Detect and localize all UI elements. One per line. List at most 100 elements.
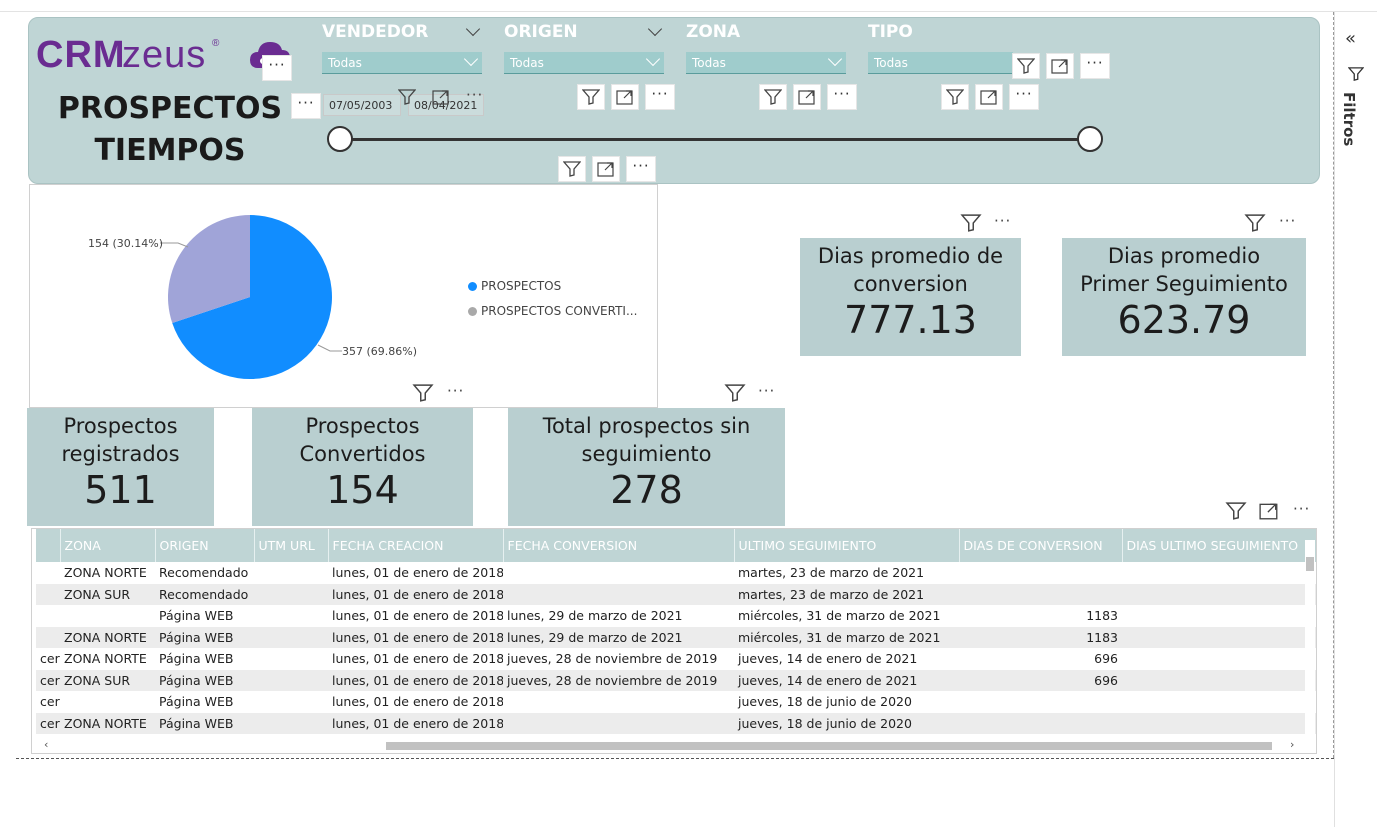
slicer-vendedor-dropdown[interactable]: Todas	[322, 51, 482, 74]
focus-mode-icon	[616, 90, 633, 105]
pie-filter-button[interactable]	[412, 384, 434, 406]
slicer-origen[interactable]: ORIGEN Todas	[504, 21, 664, 74]
table-cell	[60, 605, 155, 627]
table-cell: lunes, 01 de enero de 2018	[332, 651, 503, 667]
focus-mode-button[interactable]	[975, 84, 1003, 110]
table-cell: lunes, 01 de enero de 2018	[332, 694, 503, 710]
double-chevron-left-icon[interactable]: «	[1345, 28, 1357, 49]
svg-text:CRM: CRM	[36, 34, 126, 76]
filter-button[interactable]	[1012, 53, 1040, 79]
card-filter-button[interactable]	[960, 214, 982, 236]
column-header[interactable]: FECHA CREACION	[328, 529, 504, 562]
column-header[interactable]: FECHA CONVERSION	[503, 529, 735, 562]
card-filter-button[interactable]	[724, 384, 746, 406]
card-more-options-button[interactable]: ···	[758, 382, 776, 400]
vertical-scroll-thumb[interactable]	[1306, 557, 1314, 571]
focus-mode-button[interactable]	[1046, 53, 1074, 79]
table-cell: 118	[1122, 605, 1316, 627]
table-cell: Página WEB	[159, 608, 234, 624]
table-focus-button[interactable]	[1259, 502, 1279, 524]
title-more-options-button[interactable]: ···	[291, 93, 321, 119]
more-options-button[interactable]: ···	[1009, 84, 1039, 110]
table-cell	[254, 562, 328, 584]
table-row[interactable]: cer ZONA SUR Página WEB lunes, 01 de enero …	[36, 669, 1316, 691]
slicer-vendedor-label: VENDEDOR	[322, 21, 482, 42]
table-cell: lunes, 29 de marzo de 2021	[503, 626, 734, 648]
card-filter-button[interactable]	[1244, 214, 1266, 236]
legend-item-prospectos[interactable]: PROSPECTOS	[468, 279, 561, 293]
table-filter-button[interactable]	[1225, 502, 1247, 524]
slicer-origen-dropdown[interactable]: Todas	[504, 51, 664, 74]
table-cell: lunes, 29 de marzo de 2021	[507, 608, 683, 624]
report-title: PROSPECTOS TIEMPOS	[50, 88, 290, 172]
more-options-button[interactable]: ···	[626, 156, 656, 182]
table-cell	[959, 562, 1122, 584]
scroll-left-arrow-icon[interactable]: ‹	[44, 738, 49, 751]
filter-button[interactable]	[941, 84, 969, 110]
column-header[interactable]: DIAS DE CONVERSION	[959, 529, 1123, 562]
table-cell: lunes, 01 de enero de 2018	[328, 626, 503, 648]
slicer-vendedor[interactable]: VENDEDOR Todas	[322, 21, 482, 74]
table-cell: 89	[1122, 712, 1316, 734]
table-cell: Página WEB	[159, 694, 234, 710]
vertical-scrollbar[interactable]	[1305, 540, 1315, 736]
filters-pane-label[interactable]: Filtros	[1340, 92, 1358, 147]
pie-slice-prospectos[interactable]	[172, 215, 332, 379]
date-end-input[interactable]: 08/04/2021	[408, 94, 484, 116]
data-table-visual[interactable]: ZONA ORIGEN UTM URL FECHA CREACION FECHA CON…	[31, 528, 1317, 754]
table-cell	[503, 562, 734, 584]
column-header[interactable]	[36, 529, 61, 562]
pie-more-options-button[interactable]: ···	[447, 382, 465, 400]
column-header[interactable]: ZONA	[60, 529, 156, 562]
table-cell: ZONA NORTE	[64, 651, 147, 667]
pie-leader-line	[160, 242, 189, 248]
horizontal-scroll-thumb[interactable]	[386, 742, 1272, 750]
table-row[interactable]: cer Página WEB lunes, 01 de enero de 2018 j…	[36, 691, 1316, 713]
filter-icon	[1225, 502, 1247, 520]
logo-more-options-button[interactable]: ···	[262, 55, 292, 81]
table-row[interactable]: ZONA SUR Recomendado lunes, 01 de enero de…	[36, 583, 1316, 605]
table-cell: cer	[40, 694, 60, 710]
card-value: 278	[610, 468, 683, 512]
column-header[interactable]: DIAS ULTIMO SEGUIMIENTO	[1122, 529, 1316, 562]
column-header[interactable]: ULTIMO SEGUIMIENTO	[734, 529, 960, 562]
focus-mode-button[interactable]	[592, 156, 620, 182]
focus-mode-button[interactable]	[611, 84, 639, 110]
date-more-options-button[interactable]: ···	[466, 86, 484, 104]
table-cell	[254, 648, 328, 670]
slicer-tipo[interactable]: TIPO Todas	[868, 22, 1028, 74]
slicer-tipo-label: TIPO	[868, 22, 913, 42]
card-more-options-button[interactable]: ···	[1279, 212, 1297, 230]
table-cell: 110	[1122, 669, 1316, 691]
slicer-zona[interactable]: ZONA Todas	[686, 22, 846, 74]
table-cell: 110	[1122, 648, 1316, 670]
filter-button[interactable]	[759, 84, 787, 110]
slicer-zona-dropdown[interactable]: Todas	[686, 51, 846, 74]
table-row[interactable]: cer ZONA NORTE Página WEB lunes, 01 de ener…	[36, 712, 1316, 734]
table-row[interactable]: ZONA NORTE Página WEB lunes, 01 de enero d…	[36, 626, 1316, 648]
legend-item-convertidos[interactable]: PROSPECTOS CONVERTI...	[468, 304, 637, 318]
focus-mode-button[interactable]	[793, 84, 821, 110]
filter-button[interactable]	[577, 84, 605, 110]
date-filter-button[interactable]	[393, 84, 421, 110]
table-row[interactable]: cer ZONA NORTE Página WEB lunes, 01 de ener…	[36, 648, 1316, 670]
card-more-options-button[interactable]: ···	[994, 212, 1012, 230]
column-header[interactable]: UTM URL	[254, 529, 329, 562]
more-options-button[interactable]: ···	[645, 84, 675, 110]
more-options-button[interactable]: ···	[827, 84, 857, 110]
filter-button[interactable]	[558, 156, 586, 182]
more-options-button[interactable]: ···	[1080, 53, 1110, 79]
table-row[interactable]: Página WEB lunes, 01 de enero de 2018 lune…	[36, 605, 1316, 627]
date-start-input[interactable]: 07/05/2003	[323, 94, 401, 116]
table-more-options-button[interactable]: ···	[1293, 500, 1311, 518]
pie-chart-visual[interactable]: 154 (30.14%) 357 (69.86%) PROSPECTOS PRO…	[29, 184, 658, 408]
scroll-right-arrow-icon[interactable]: ›	[1290, 738, 1295, 751]
pie-slice-prospectos-convertidos[interactable]	[167, 215, 250, 324]
table-cell: Página WEB	[155, 712, 254, 734]
date-range-start-handle[interactable]	[327, 126, 353, 152]
slicer-tipo-dropdown[interactable]: Todas	[868, 52, 1013, 74]
date-range-end-handle[interactable]	[1077, 126, 1103, 152]
date-focus-button[interactable]	[427, 84, 455, 110]
table-row[interactable]: ZONA NORTE Recomendado lunes, 01 de enero …	[36, 562, 1316, 584]
column-header[interactable]: ORIGEN	[155, 529, 255, 562]
